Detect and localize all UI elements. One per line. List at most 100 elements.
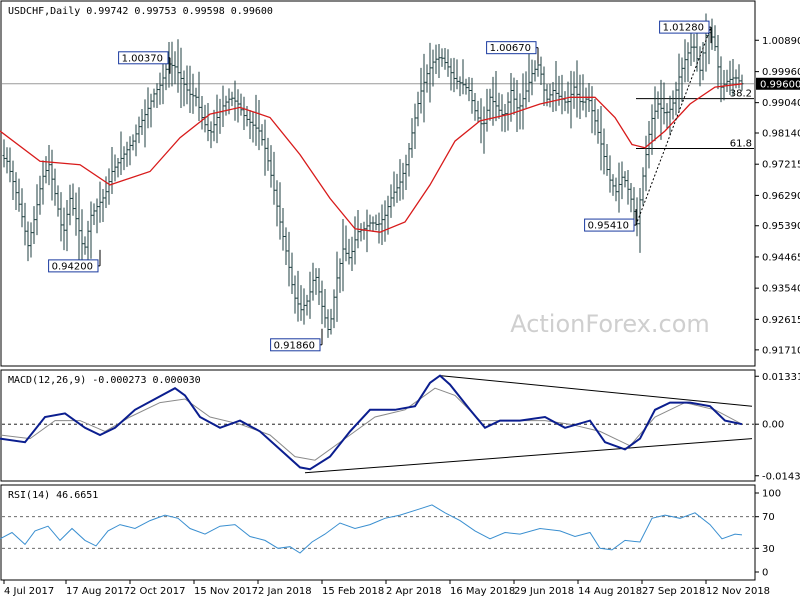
annotation-box: [48, 259, 99, 273]
price-bar: [314, 268, 318, 295]
price-bar: [677, 53, 681, 113]
price-tick-label: 0.98140: [762, 129, 800, 140]
price-bar: [506, 92, 510, 131]
price-tick-label: 0.94465: [762, 252, 800, 263]
price-bar: [113, 154, 117, 182]
price-bar: [377, 212, 381, 244]
price-bar: [332, 289, 336, 329]
price-bar: [431, 49, 435, 87]
price-bar: [620, 161, 624, 200]
price-bar: [236, 89, 240, 123]
price-bar: [353, 216, 357, 265]
price-bar: [230, 91, 234, 107]
price-bar: [551, 82, 555, 113]
price-bar: [95, 198, 99, 234]
price-bar: [461, 59, 465, 95]
price-bar: [158, 72, 162, 105]
moving-average-line: [0, 83, 743, 233]
price-bar: [287, 231, 291, 287]
price-bar: [590, 86, 594, 134]
price-bar: [257, 99, 261, 151]
macd-title: MACD(12,26,9) -0.000273 0.000030: [8, 375, 201, 386]
price-bar: [62, 207, 66, 251]
price-bar: [416, 91, 420, 127]
price-bar: [653, 86, 657, 142]
date-tick-label: 17 Aug 2017: [66, 586, 130, 597]
price-bar: [398, 159, 402, 201]
annotation-label: 1.00370: [122, 53, 163, 64]
macd-axis-ticks: 0.013319 0.00 -0.014323: [755, 372, 800, 482]
current-price-tag-bg: [756, 77, 800, 90]
price-bar: [629, 183, 633, 213]
price-bar: [5, 147, 9, 174]
price-bar: [539, 56, 543, 85]
price-bar: [29, 222, 33, 258]
price-bar: [605, 143, 609, 176]
price-bar: [152, 88, 156, 108]
price-bar: [614, 177, 618, 202]
price-bar: [59, 192, 63, 242]
annotation-label: 0.94200: [52, 261, 93, 272]
price-bar: [182, 70, 186, 107]
price-bar: [623, 171, 627, 188]
retracement-label: 61.8: [730, 139, 752, 150]
date-tick-label: 2 Apr 2018: [386, 586, 441, 597]
price-bar: [599, 105, 603, 171]
price-bar: [110, 147, 114, 194]
current-price-tag-label: 0.99600: [760, 79, 800, 90]
price-bar: [56, 185, 60, 217]
price-bar: [467, 77, 471, 102]
price-tick-label: 0.91710: [762, 345, 800, 356]
price-bar: [731, 59, 735, 97]
price-bar: [437, 43, 441, 79]
price-bar: [674, 81, 678, 116]
price-bar: [476, 100, 480, 123]
price-tick-label: 0.95390: [762, 221, 800, 232]
price-bar: [485, 88, 489, 132]
price-bar: [449, 58, 453, 91]
price-bar: [533, 60, 537, 82]
price-bar: [23, 202, 27, 246]
macd-pane-frame: [0, 369, 756, 482]
annotation-box: [270, 338, 321, 352]
price-bar: [428, 42, 432, 103]
price-bar: [146, 87, 150, 129]
macd-trend-line: [304, 438, 753, 474]
price-bar: [407, 143, 411, 177]
price-bar: [713, 25, 717, 52]
price-bar: [131, 134, 135, 151]
rsi-axis-ticks: 100 70 30 0: [755, 489, 781, 579]
annotation-label: 0.91860: [274, 340, 315, 351]
price-bar: [320, 280, 324, 325]
price-bar: [656, 91, 660, 119]
price-bar: [494, 70, 498, 122]
price-bar: [419, 67, 423, 114]
price-bar: [617, 162, 621, 213]
price-bar: [290, 252, 294, 294]
date-tick-label: 12 Nov 2018: [706, 586, 770, 597]
price-bar: [185, 65, 189, 105]
price-bar: [77, 187, 81, 261]
current-price-tag: 0.99600: [756, 77, 800, 90]
price-bar: [128, 136, 132, 166]
price-bar: [719, 56, 723, 103]
price-bar: [569, 70, 573, 129]
price-bar: [413, 103, 417, 150]
price-bar: [521, 73, 525, 130]
price-bar: [692, 34, 696, 62]
price-bar: [38, 175, 42, 215]
price-bar: [20, 188, 24, 228]
annotation-label: 1.01280: [663, 23, 704, 34]
price-bar: [17, 178, 21, 212]
price-bar: [386, 195, 390, 235]
price-tick-label: 0.99040: [762, 98, 800, 109]
price-bar: [686, 42, 690, 82]
price-bar: [47, 144, 51, 186]
rsi-level-lines: [2, 516, 754, 549]
price-bar: [305, 294, 309, 316]
price-bar: [209, 121, 213, 149]
price-bar: [452, 57, 456, 93]
price-pane: USDCHF,Daily 0.99742 0.99753 0.99598 0.9…: [0, 0, 800, 367]
price-bar: [137, 116, 141, 144]
price-bar: [665, 103, 669, 129]
